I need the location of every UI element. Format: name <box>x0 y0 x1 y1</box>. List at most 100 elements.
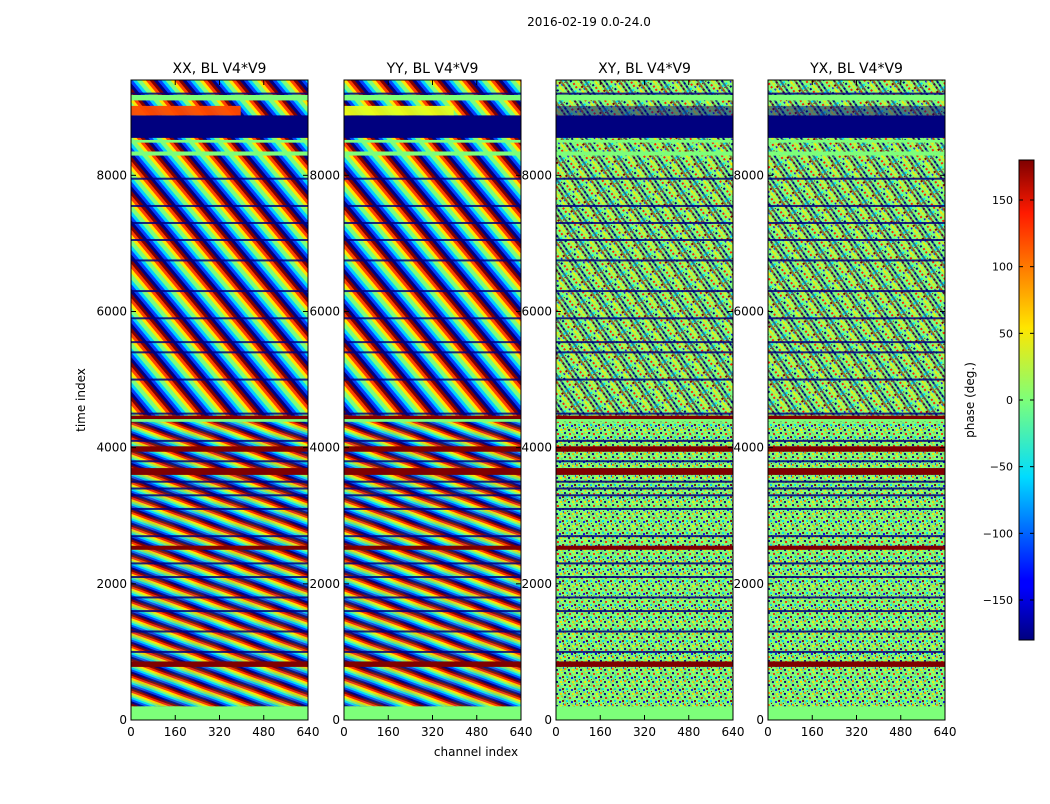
flat-band <box>344 115 521 138</box>
row-break <box>344 460 521 463</box>
y-tick-label: 0 <box>119 713 127 727</box>
row-break <box>556 378 733 381</box>
y-tick-label: 4000 <box>521 441 552 455</box>
row-break <box>768 290 945 293</box>
panel-title: YX, BL V4*V9 <box>809 61 903 77</box>
row-break <box>556 460 733 463</box>
row-break <box>344 317 521 320</box>
row-break <box>768 507 945 510</box>
gap-segment <box>768 105 945 116</box>
panel-title: XY, BL V4*V9 <box>598 61 691 77</box>
row-break <box>131 177 308 180</box>
flat-band <box>768 115 945 138</box>
x-tick-label: 640 <box>297 725 320 739</box>
x-tick-label: 160 <box>589 725 612 739</box>
row-break <box>768 562 945 565</box>
y-tick-label: 4000 <box>96 441 127 455</box>
flat-band <box>556 446 733 452</box>
row-break <box>768 576 945 579</box>
flat-band <box>344 415 521 420</box>
y-tick-label: 8000 <box>309 168 340 182</box>
flat-band <box>131 415 308 420</box>
row-break <box>344 239 521 241</box>
y-tick-label: 2000 <box>733 577 764 591</box>
row-break <box>131 630 308 633</box>
y-tick-label: 6000 <box>309 304 340 318</box>
row-break <box>131 650 308 653</box>
flat-band <box>556 419 733 422</box>
x-tick-label: 160 <box>801 725 824 739</box>
flat-band <box>768 419 945 422</box>
x-tick-label: 0 <box>552 725 560 739</box>
row-break <box>556 351 733 354</box>
row-break <box>131 412 308 415</box>
row-break <box>768 610 945 613</box>
row-break <box>768 259 945 262</box>
row-break <box>556 439 733 442</box>
row-break <box>131 92 308 95</box>
row-break <box>344 378 521 381</box>
y-tick-label: 2000 <box>96 577 127 591</box>
row-break <box>556 239 733 241</box>
colorbar-tick-label: −100 <box>983 527 1013 540</box>
heatmap-panels: XX, BL V4*V9 0 160 320 480 640 0 2000 4000 6000 80… <box>96 61 956 739</box>
gap-segment <box>556 105 733 116</box>
flat-band <box>344 139 521 143</box>
flat-band <box>556 94 733 101</box>
row-break <box>131 259 308 262</box>
heatmap-texture-lower <box>768 415 945 707</box>
row-break <box>768 494 945 497</box>
flat-band <box>768 661 945 667</box>
row-break <box>344 204 521 207</box>
row-break <box>131 535 308 538</box>
row-break <box>344 562 521 565</box>
flat-band <box>344 94 521 101</box>
flat-band <box>556 661 733 667</box>
heatmap-panel: XY, BL V4*V9 0 160 320 480 640 0 2000 4000 6000 80… <box>521 61 744 739</box>
row-break <box>556 480 733 483</box>
x-tick-label: 640 <box>722 725 745 739</box>
flat-band <box>344 151 521 156</box>
row-break <box>344 92 521 95</box>
row-break <box>344 507 521 510</box>
row-break <box>556 494 733 497</box>
row-break <box>131 460 308 463</box>
x-tick-label: 0 <box>340 725 348 739</box>
y-tick-label: 0 <box>332 713 340 727</box>
heatmap-panel: YY, BL V4*V9 0 160 320 480 640 0 2000 4000 6000 80… <box>309 61 532 739</box>
row-break <box>556 562 733 565</box>
colorbar-tick-label: 150 <box>992 194 1013 207</box>
row-break <box>344 221 521 224</box>
row-break <box>768 460 945 463</box>
row-break <box>131 290 308 293</box>
row-break <box>344 480 521 483</box>
flat-band <box>768 545 945 550</box>
flat-band <box>131 446 308 452</box>
y-tick-label: 4000 <box>309 441 340 455</box>
flat-band <box>768 446 945 452</box>
row-break <box>556 92 733 95</box>
flat-band <box>131 419 308 422</box>
y-tick-label: 8000 <box>733 168 764 182</box>
row-break <box>131 576 308 579</box>
x-tick-label: 480 <box>677 725 700 739</box>
row-break <box>768 204 945 207</box>
row-break <box>556 650 733 653</box>
flat-band <box>344 419 521 422</box>
row-break <box>344 535 521 538</box>
x-tick-label: 480 <box>252 725 275 739</box>
row-break <box>768 439 945 442</box>
row-break <box>344 494 521 497</box>
flat-band <box>768 139 945 143</box>
flat-band <box>131 545 308 550</box>
row-break <box>768 412 945 415</box>
flat-band <box>556 115 733 138</box>
row-break <box>131 317 308 320</box>
x-axis-label: channel index <box>434 745 518 759</box>
flat-band <box>768 151 945 156</box>
row-break <box>556 204 733 207</box>
colorbar-label: phase (deg.) <box>963 362 977 438</box>
panel-title: YY, BL V4*V9 <box>386 61 479 77</box>
row-break <box>768 378 945 381</box>
